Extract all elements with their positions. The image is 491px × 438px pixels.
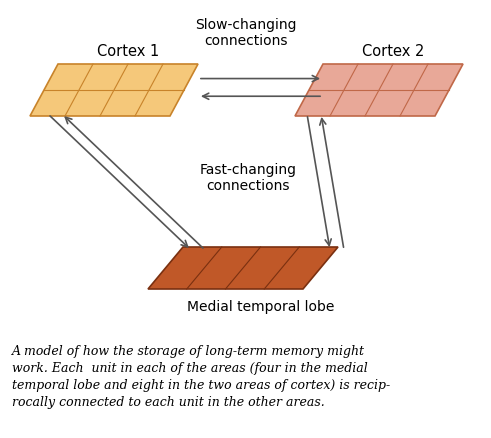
Polygon shape — [148, 247, 338, 290]
Text: Medial temporal lobe: Medial temporal lobe — [187, 299, 334, 313]
Text: Cortex 2: Cortex 2 — [362, 44, 424, 59]
Polygon shape — [295, 65, 463, 117]
Text: Cortex 1: Cortex 1 — [97, 44, 159, 59]
Polygon shape — [30, 65, 198, 117]
Text: Fast-changing
connections: Fast-changing connections — [199, 162, 297, 193]
Text: Slow-changing
connections: Slow-changing connections — [195, 18, 297, 48]
Text: A model of how the storage of long-term memory might
work. Each  unit in each of: A model of how the storage of long-term … — [12, 344, 390, 408]
